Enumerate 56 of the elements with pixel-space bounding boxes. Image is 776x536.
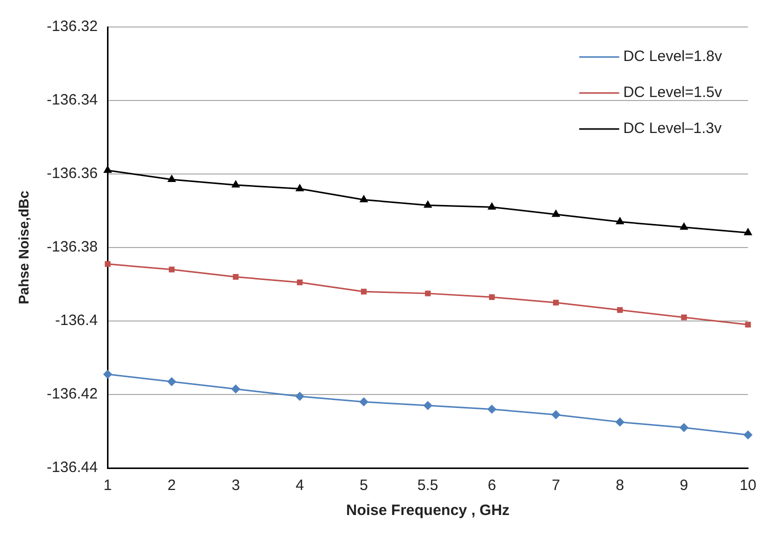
point (360, 195, 368, 202)
point (680, 423, 688, 432)
point (681, 314, 687, 320)
point (296, 392, 304, 401)
point (360, 398, 368, 406)
point (680, 223, 688, 230)
x-tick-label: 4 (296, 477, 304, 494)
point (360, 288, 367, 294)
point (231, 384, 240, 394)
point (489, 294, 495, 300)
point (168, 175, 176, 182)
x-tick-label: 10 (740, 477, 756, 494)
point (616, 218, 624, 224)
point (488, 404, 496, 414)
point (232, 180, 240, 188)
y-tick-label: -136.42 (46, 386, 98, 403)
x-axis-title: Noise Frequency , GHz (346, 502, 510, 520)
point (424, 290, 431, 296)
point (104, 261, 111, 267)
point (744, 430, 752, 440)
point (553, 300, 559, 306)
x-tick-label: 1 (104, 477, 112, 494)
x-tick-label: 7 (552, 477, 560, 494)
point (168, 266, 175, 272)
legend-label: DC Level–1.3v (623, 120, 722, 138)
legend-label: DC Level=1.8v (623, 48, 722, 66)
y-tick-label: -136.34 (46, 92, 98, 109)
y-tick-label: -136.4 (55, 312, 98, 330)
point (552, 210, 560, 217)
legend-label: DC Level=1.5v (623, 84, 722, 102)
point (617, 307, 623, 313)
y-axis-title: Pahse Noise,dBc (15, 190, 32, 304)
point (488, 202, 496, 210)
x-tick-label: 5 (360, 477, 368, 494)
x-tick-label: 8 (616, 477, 624, 494)
x-tick-label: 3 (232, 477, 240, 494)
point (424, 200, 432, 208)
point (232, 274, 239, 280)
x-tick-label: 9 (680, 477, 688, 494)
x-tick-label: 6 (488, 477, 496, 494)
x-tick-label: 5.5 (417, 477, 438, 494)
point (104, 166, 112, 173)
point (296, 280, 303, 286)
y-tick-label: -136.32 (46, 18, 98, 36)
y-tick-label: -136.36 (46, 165, 98, 182)
point (552, 410, 560, 419)
point (745, 322, 751, 328)
y-tick-label: -136.44 (46, 459, 98, 476)
point (616, 418, 624, 426)
x-tick-label: 2 (168, 477, 176, 494)
point (167, 377, 176, 386)
point (103, 370, 112, 379)
point (296, 184, 304, 192)
y-tick-label: -136.38 (46, 238, 98, 256)
point (424, 401, 432, 410)
point (744, 228, 752, 236)
